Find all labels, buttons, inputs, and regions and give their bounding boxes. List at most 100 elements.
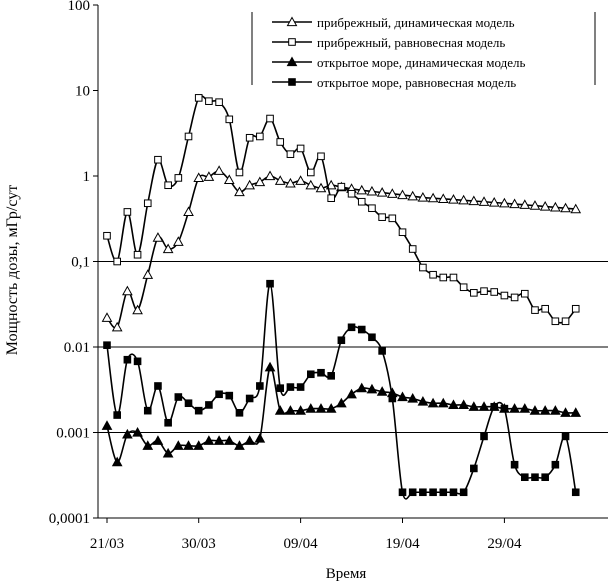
data-point — [490, 288, 499, 296]
data-point — [510, 293, 519, 302]
data-point — [234, 186, 245, 197]
series-line — [106, 170, 576, 329]
x-tick-label: 30/03 — [182, 536, 216, 552]
data-point — [417, 192, 429, 202]
data-point — [296, 144, 305, 153]
data-point — [184, 399, 193, 408]
data-point — [274, 175, 286, 185]
data-point — [419, 488, 427, 497]
legend-label: открытое море, динамическая модель — [317, 55, 525, 70]
data-point — [256, 382, 264, 390]
data-point — [286, 150, 295, 158]
data-point — [194, 406, 203, 415]
data-point — [449, 488, 458, 497]
data-point — [529, 200, 541, 210]
data-point — [346, 388, 357, 399]
data-point — [570, 407, 582, 417]
data-point — [388, 214, 397, 223]
data-point — [356, 382, 368, 393]
data-point — [101, 420, 113, 430]
data-point — [357, 197, 366, 206]
data-point — [254, 176, 266, 187]
data-point — [142, 440, 154, 450]
data-point — [468, 195, 480, 206]
data-point — [113, 257, 121, 266]
data-point — [448, 399, 459, 410]
data-point — [429, 270, 437, 279]
data-point — [458, 399, 469, 410]
data-point — [376, 187, 388, 197]
data-point — [184, 132, 193, 141]
data-point — [245, 394, 254, 403]
data-point — [225, 391, 234, 400]
data-point — [143, 199, 152, 208]
data-point — [123, 355, 132, 364]
data-point — [203, 435, 215, 445]
data-point — [510, 460, 519, 469]
data-point — [286, 56, 298, 67]
data-point — [266, 114, 274, 123]
data-point — [307, 370, 315, 379]
data-point — [225, 115, 234, 124]
data-point — [315, 403, 327, 413]
data-point — [183, 440, 194, 450]
data-point — [113, 411, 121, 419]
data-point — [561, 317, 570, 326]
data-point — [266, 279, 274, 288]
data-point — [519, 199, 531, 209]
data-point — [111, 321, 123, 332]
data-point — [397, 391, 408, 402]
data-point — [398, 228, 407, 237]
data-point — [480, 287, 488, 295]
data-point — [307, 168, 315, 177]
data-point — [407, 392, 419, 403]
data-point — [386, 188, 398, 198]
data-point — [520, 289, 529, 298]
data-point — [429, 488, 437, 497]
data-point — [245, 133, 254, 142]
data-point — [571, 304, 580, 313]
legend-label: прибрежный, динамическая модель — [317, 15, 515, 30]
data-point — [244, 179, 256, 190]
data-point — [519, 403, 531, 413]
data-point — [378, 213, 386, 221]
data-point — [458, 194, 469, 205]
data-point — [509, 198, 520, 209]
data-point — [327, 372, 335, 380]
data-point — [205, 401, 213, 409]
data-point — [397, 189, 408, 200]
y-tick-label: 0,0001 — [49, 511, 90, 527]
data-point — [417, 396, 429, 406]
data-point — [174, 393, 183, 401]
data-point — [531, 473, 539, 482]
data-point — [213, 165, 225, 175]
y-tick-label: 100 — [68, 0, 91, 14]
data-point — [561, 432, 570, 441]
data-point — [560, 202, 571, 213]
data-point — [295, 405, 306, 415]
data-point — [215, 390, 223, 399]
data-point — [336, 397, 347, 408]
data-point — [500, 404, 509, 413]
data-point — [541, 473, 549, 482]
data-point — [531, 306, 539, 314]
data-point — [133, 357, 142, 366]
data-point — [152, 232, 164, 242]
series-4 — [103, 279, 580, 500]
data-point — [162, 447, 174, 458]
data-point — [376, 386, 388, 396]
data-point — [101, 312, 113, 322]
data-point — [470, 464, 478, 473]
series-line — [106, 282, 577, 500]
data-point — [488, 196, 500, 207]
data-point — [520, 473, 529, 482]
data-point — [551, 317, 560, 326]
data-point — [437, 397, 449, 408]
data-point — [162, 243, 174, 254]
data-point — [143, 406, 152, 415]
data-point — [378, 347, 386, 355]
data-point — [215, 98, 223, 106]
series-layer — [101, 94, 582, 500]
data-point — [276, 384, 285, 392]
